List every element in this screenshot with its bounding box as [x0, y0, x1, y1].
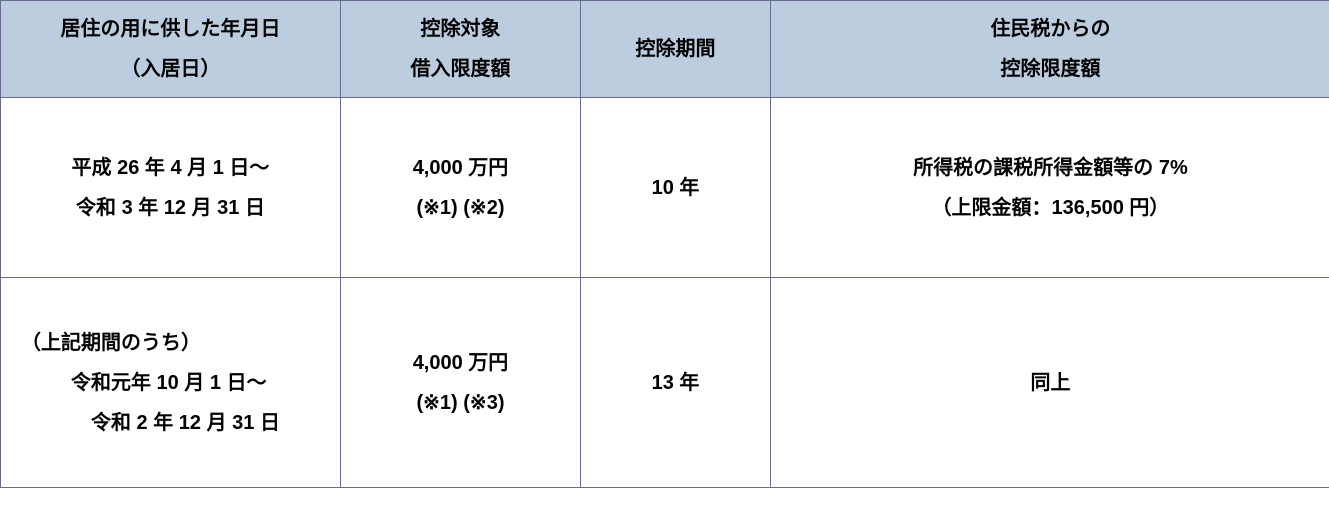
table-row: 平成 26 年 4 月 1 日～ 令和 3 年 12 月 31 日 4,000 …	[1, 98, 1329, 278]
table-header: 居住の用に供した年月日 （入居日） 控除対象 借入限度額 控除期間 住民税からの…	[1, 1, 1329, 98]
header-resident-line2: 控除限度額	[777, 49, 1324, 89]
header-row: 居住の用に供した年月日 （入居日） 控除対象 借入限度額 控除期間 住民税からの…	[1, 1, 1329, 98]
cell-date-1-block: （上記期間のうち） 令和元年 10 月 1 日～ 令和 2 年 12 月 31 …	[21, 323, 280, 443]
header-period: 控除期間	[581, 1, 771, 98]
header-loan-line1: 控除対象	[347, 9, 574, 49]
cell-loan-1-line2: (※1) (※3)	[347, 383, 574, 423]
cell-resident-0-line1: 所得税の課税所得金額等の 7%	[777, 148, 1324, 188]
cell-date-0-line2: 令和 3 年 12 月 31 日	[7, 188, 334, 228]
cell-date-1: （上記期間のうち） 令和元年 10 月 1 日～ 令和 2 年 12 月 31 …	[1, 278, 341, 488]
header-date: 居住の用に供した年月日 （入居日）	[1, 1, 341, 98]
cell-resident-1: 同上	[771, 278, 1329, 488]
cell-loan-1-line1: 4,000 万円	[347, 343, 574, 383]
cell-resident-0-line2: （上限金額：136,500 円）	[777, 188, 1324, 228]
cell-loan-0-line1: 4,000 万円	[347, 148, 574, 188]
header-date-line2: （入居日）	[7, 49, 334, 89]
cell-date-1-line2: 令和 2 年 12 月 31 日	[21, 403, 280, 443]
header-loan-line2: 借入限度額	[347, 49, 574, 89]
cell-resident-1-line1: 同上	[777, 363, 1324, 403]
header-date-line1: 居住の用に供した年月日	[7, 9, 334, 49]
cell-date-0: 平成 26 年 4 月 1 日～ 令和 3 年 12 月 31 日	[1, 98, 341, 278]
cell-period-0: 10 年	[581, 98, 771, 278]
cell-date-1-line0: （上記期間のうち）	[21, 323, 280, 363]
deduction-table: 居住の用に供した年月日 （入居日） 控除対象 借入限度額 控除期間 住民税からの…	[0, 0, 1329, 488]
cell-period-0-text: 10 年	[652, 177, 700, 199]
cell-loan-0-line2: (※1) (※2)	[347, 188, 574, 228]
cell-resident-0: 所得税の課税所得金額等の 7% （上限金額：136,500 円）	[771, 98, 1329, 278]
header-resident: 住民税からの 控除限度額	[771, 1, 1329, 98]
header-period-line1: 控除期間	[587, 29, 764, 69]
cell-loan-1: 4,000 万円 (※1) (※3)	[341, 278, 581, 488]
table-body: 平成 26 年 4 月 1 日～ 令和 3 年 12 月 31 日 4,000 …	[1, 98, 1329, 488]
cell-loan-0: 4,000 万円 (※1) (※2)	[341, 98, 581, 278]
cell-period-1: 13 年	[581, 278, 771, 488]
cell-date-1-line1: 令和元年 10 月 1 日～	[21, 363, 280, 403]
table-row: （上記期間のうち） 令和元年 10 月 1 日～ 令和 2 年 12 月 31 …	[1, 278, 1329, 488]
cell-date-0-line1: 平成 26 年 4 月 1 日～	[7, 148, 334, 188]
header-loan: 控除対象 借入限度額	[341, 1, 581, 98]
cell-period-1-text: 13 年	[652, 372, 700, 394]
header-resident-line1: 住民税からの	[777, 9, 1324, 49]
